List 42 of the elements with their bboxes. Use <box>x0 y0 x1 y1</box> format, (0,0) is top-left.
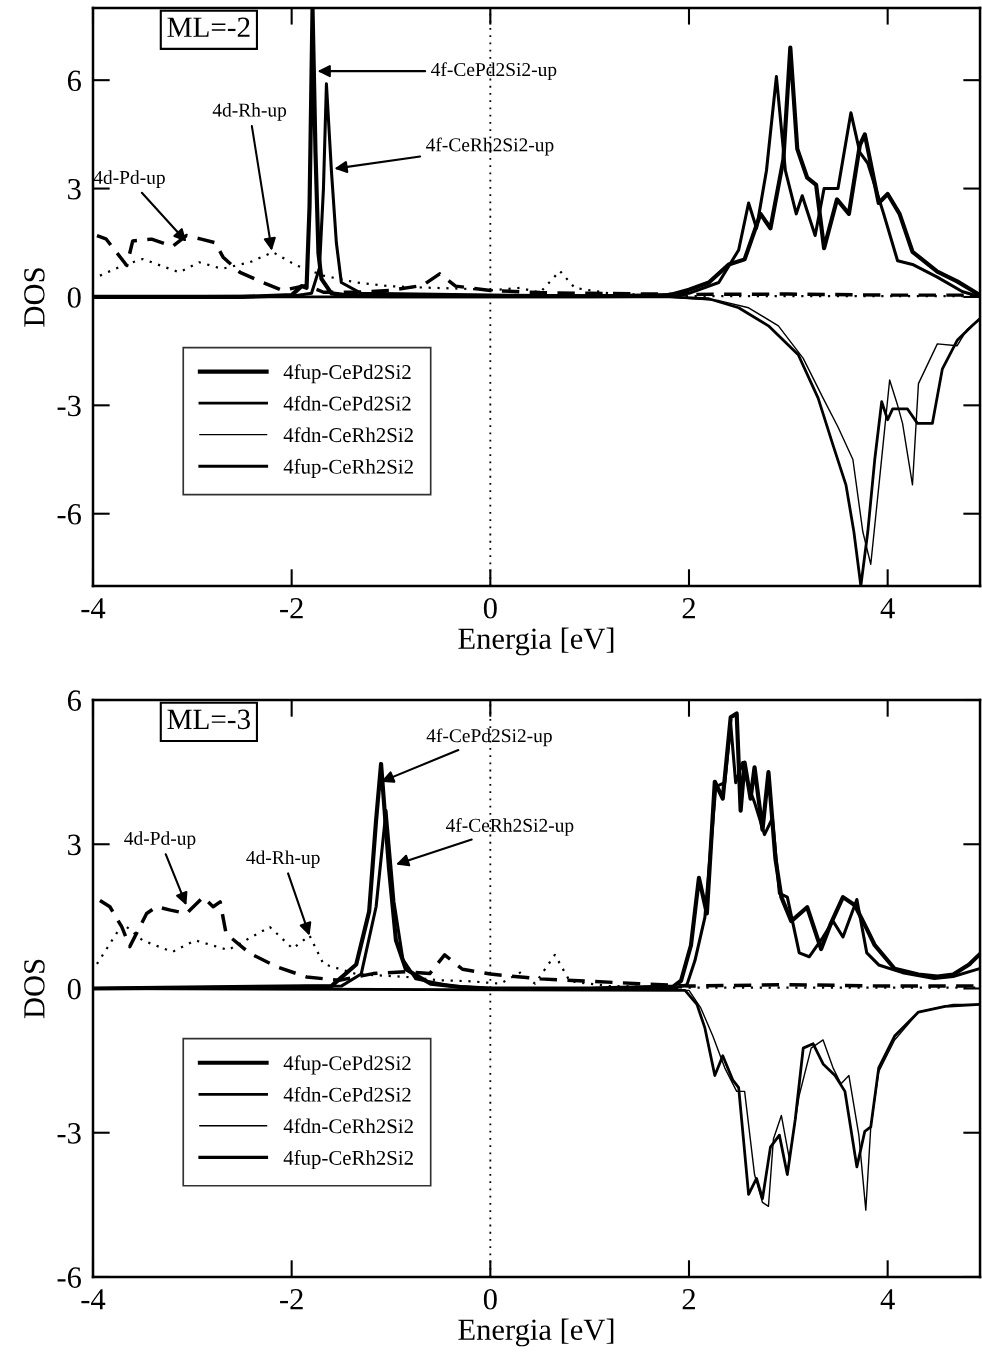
x-tick-label: 0 <box>483 597 497 619</box>
legend-label: 4fdn-CePd2Si2 <box>283 1086 411 1102</box>
y-tick-label: 6 <box>67 690 81 711</box>
x-tick-label: -4 <box>81 598 106 619</box>
y-tick-label: -3 <box>57 1123 81 1144</box>
annotation: 4d-Rh-up <box>246 850 320 869</box>
annotation: 4f-CePd2Si2-up <box>426 728 552 747</box>
legend-label: 4fup-CePd2Si2 <box>283 364 411 384</box>
legend-label: 4fdn-CeRh2Si2 <box>283 427 413 443</box>
x-axis-title: Energia [eV] <box>458 1318 614 1347</box>
x-tick-label: 2 <box>682 598 695 619</box>
y-tick-label: -6 <box>57 1267 81 1288</box>
y-tick-label: 0 <box>67 978 81 1000</box>
annotation: 4f-CeRh2Si2-up <box>445 818 574 836</box>
legend-label: 4fup-CeRh2Si2 <box>283 458 413 478</box>
annotation: 4f-CePd2Si2-up <box>431 62 557 81</box>
y-axis-title: DOS <box>24 959 45 1019</box>
legend-label: 4fup-CePd2Si2 <box>283 1055 411 1075</box>
annotation: 4d-Rh-up <box>212 102 287 121</box>
x-tick-label: -4 <box>81 1289 106 1310</box>
x-axis-title: Energia [eV] <box>458 627 614 656</box>
y-axis-title: DOS <box>24 268 45 327</box>
annotation: 4d-Pd-up <box>124 831 196 849</box>
x-tick-label: 2 <box>682 1289 695 1310</box>
x-tick-label: -2 <box>280 598 303 619</box>
legend-label: 4fdn-CePd2Si2 <box>283 395 411 411</box>
y-tick-label: 6 <box>67 70 81 92</box>
legend-label: 4fup-CeRh2Si2 <box>283 1150 413 1170</box>
y-tick-label: 0 <box>67 287 81 308</box>
annotation: ML=-3 <box>167 709 250 730</box>
y-tick-label: 3 <box>68 178 81 200</box>
annotation: ML=-2 <box>167 17 250 37</box>
y-tick-label: 3 <box>68 834 81 856</box>
y-tick-label: -3 <box>57 395 81 417</box>
annotation: 4d-Pd-up <box>93 170 165 188</box>
y-tick-label: -6 <box>57 504 81 525</box>
x-tick-label: 0 <box>483 1288 497 1310</box>
x-tick-label: -2 <box>280 1289 303 1310</box>
x-tick-label: 4 <box>880 598 895 619</box>
legend-label: 4fdn-CeRh2Si2 <box>283 1118 413 1134</box>
annotation: 4f-CeRh2Si2-up <box>426 137 554 156</box>
x-tick-label: 4 <box>880 1289 895 1310</box>
